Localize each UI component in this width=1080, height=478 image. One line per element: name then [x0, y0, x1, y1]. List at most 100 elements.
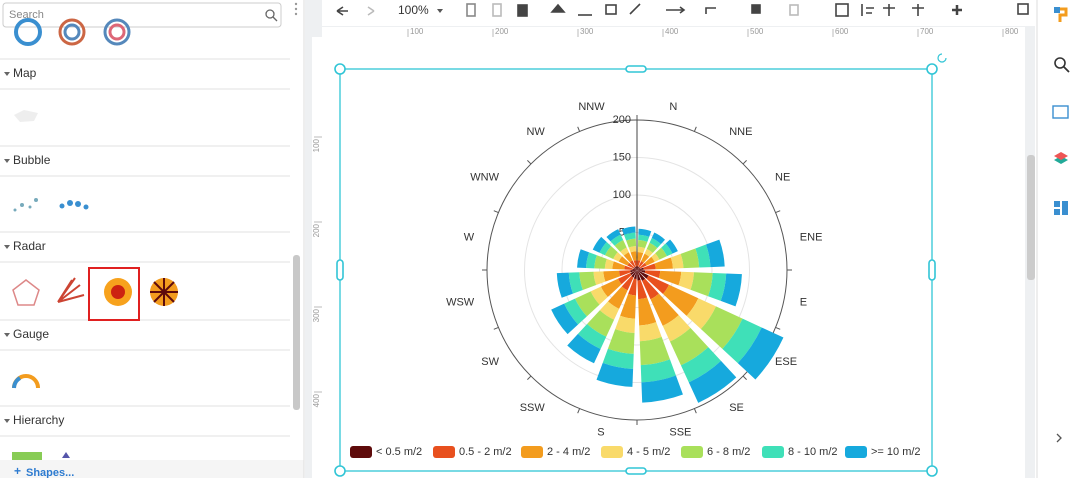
- legend-swatch[interactable]: [845, 446, 867, 458]
- legend-label[interactable]: 2 - 4 m/2: [547, 446, 590, 458]
- legend-label[interactable]: < 0.5 m/2: [376, 446, 422, 458]
- legend-label[interactable]: 6 - 8 m/2: [707, 446, 750, 458]
- angle-tick: [493, 326, 499, 330]
- rose-segment: [606, 229, 621, 242]
- rose-segment: [630, 270, 637, 273]
- section-caret: [4, 419, 10, 423]
- zoom-level[interactable]: 100%: [398, 3, 429, 17]
- rose-segment: [633, 267, 637, 270]
- rose-segment: [639, 322, 662, 342]
- legend-swatch[interactable]: [762, 446, 784, 458]
- rose-segment: [637, 266, 639, 270]
- legend-swatch[interactable]: [601, 446, 623, 458]
- rose-segment: [607, 329, 635, 354]
- direction-label: SSE: [669, 427, 691, 439]
- rose-segment: [639, 262, 647, 269]
- legend-label[interactable]: 4 - 5 m/2: [627, 446, 670, 458]
- rose-segment: [634, 266, 637, 270]
- angle-tick: [577, 408, 581, 414]
- rose-segment: [680, 248, 700, 269]
- rose-segment: [577, 249, 590, 268]
- rose-segment: [564, 298, 587, 325]
- section-icons: [12, 110, 178, 460]
- angle-tick: [775, 210, 781, 214]
- rose-segment: [604, 246, 618, 260]
- rose-segment: [619, 270, 631, 277]
- rose-segment: [680, 347, 722, 383]
- rose-segment: [669, 327, 709, 366]
- rose-segment: [614, 240, 627, 252]
- section-header[interactable]: Gauge: [13, 327, 49, 341]
- search-box[interactable]: [2, 2, 282, 28]
- rose-segment: [627, 262, 635, 269]
- rose-segment: [620, 247, 629, 256]
- legend-label[interactable]: 0.5 - 2 m/2: [459, 446, 512, 458]
- section-caret: [4, 245, 10, 249]
- legend-label[interactable]: 8 - 10 m/2: [788, 446, 838, 458]
- rose-segment: [603, 270, 621, 282]
- selected-shape[interactable]: [88, 267, 140, 321]
- direction-label: S: [597, 427, 604, 439]
- legend-label[interactable]: >= 10 m/2: [871, 446, 921, 458]
- sidebar: [0, 0, 304, 478]
- angle-tick: [693, 126, 697, 132]
- rose-segment: [612, 261, 626, 270]
- ruler: 100 200 300 400 500 600 700 800 100 200 300 400: [312, 27, 1025, 478]
- rose-segment: [596, 362, 634, 387]
- rose-segment: [655, 247, 667, 260]
- rose-segment: [621, 276, 634, 291]
- rose-segment: [599, 241, 612, 256]
- rose-segment: [630, 251, 637, 261]
- search-placeholder: Search: [9, 9, 44, 21]
- rose-segment: [670, 253, 684, 269]
- ruler-label: 700: [920, 27, 934, 36]
- rose-segment: [618, 256, 630, 266]
- rose-segment: [641, 253, 650, 263]
- legend-swatch[interactable]: [350, 446, 372, 458]
- direction-label: SW: [481, 356, 499, 368]
- angle-tick: [493, 210, 499, 214]
- direction-label: SE: [729, 402, 744, 414]
- section-header[interactable]: Map: [13, 66, 37, 80]
- canvas-scrollbar[interactable]: [1027, 155, 1035, 280]
- sidebar-footer[interactable]: [0, 460, 304, 478]
- rose-segment: [640, 359, 676, 383]
- legend-swatch[interactable]: [521, 446, 543, 458]
- rose-segment: [637, 270, 649, 279]
- ruler-label: 800: [1005, 27, 1019, 36]
- rose-segment: [644, 256, 655, 266]
- rose-segment: [665, 239, 678, 254]
- rose-segment: [632, 268, 637, 270]
- rose-segment: [722, 318, 762, 364]
- angle-tick: [742, 160, 747, 165]
- rose-segment: [626, 238, 637, 248]
- rose-segment: [577, 323, 607, 350]
- rose-segment: [643, 263, 656, 270]
- sidebar-menu[interactable]: [294, 2, 298, 16]
- legend-swatch[interactable]: [433, 446, 455, 458]
- rose-segment: [720, 273, 742, 307]
- radial-tick-label: 150: [613, 151, 631, 163]
- rose-segment: [593, 271, 606, 286]
- angle-tick: [527, 375, 532, 380]
- legend-swatch[interactable]: [681, 446, 703, 458]
- direction-label: WSW: [446, 296, 475, 308]
- rose-segment: [662, 284, 699, 316]
- chart: 50100150200NNNENEENEEESESESSESSSWSWWSWWW…: [350, 101, 921, 458]
- rose-segment: [637, 279, 648, 300]
- section-header[interactable]: Bubble: [13, 153, 51, 167]
- rose-segment: [639, 336, 670, 366]
- section-header[interactable]: Hierarchy: [13, 413, 64, 427]
- sidebar-scrollbar[interactable]: [293, 255, 300, 410]
- footer-link[interactable]: Shapes...: [26, 467, 74, 478]
- zoom-dropdown[interactable]: [437, 9, 443, 13]
- rose-segment: [586, 252, 597, 269]
- section-header[interactable]: Radar: [13, 239, 46, 253]
- rose-segment: [590, 286, 608, 305]
- rose-segment: [646, 242, 658, 253]
- right-rail-icons[interactable]: [1052, 7, 1070, 443]
- rose-segment: [637, 267, 644, 270]
- angle-tick: [775, 326, 781, 330]
- search-icon[interactable]: [265, 9, 275, 19]
